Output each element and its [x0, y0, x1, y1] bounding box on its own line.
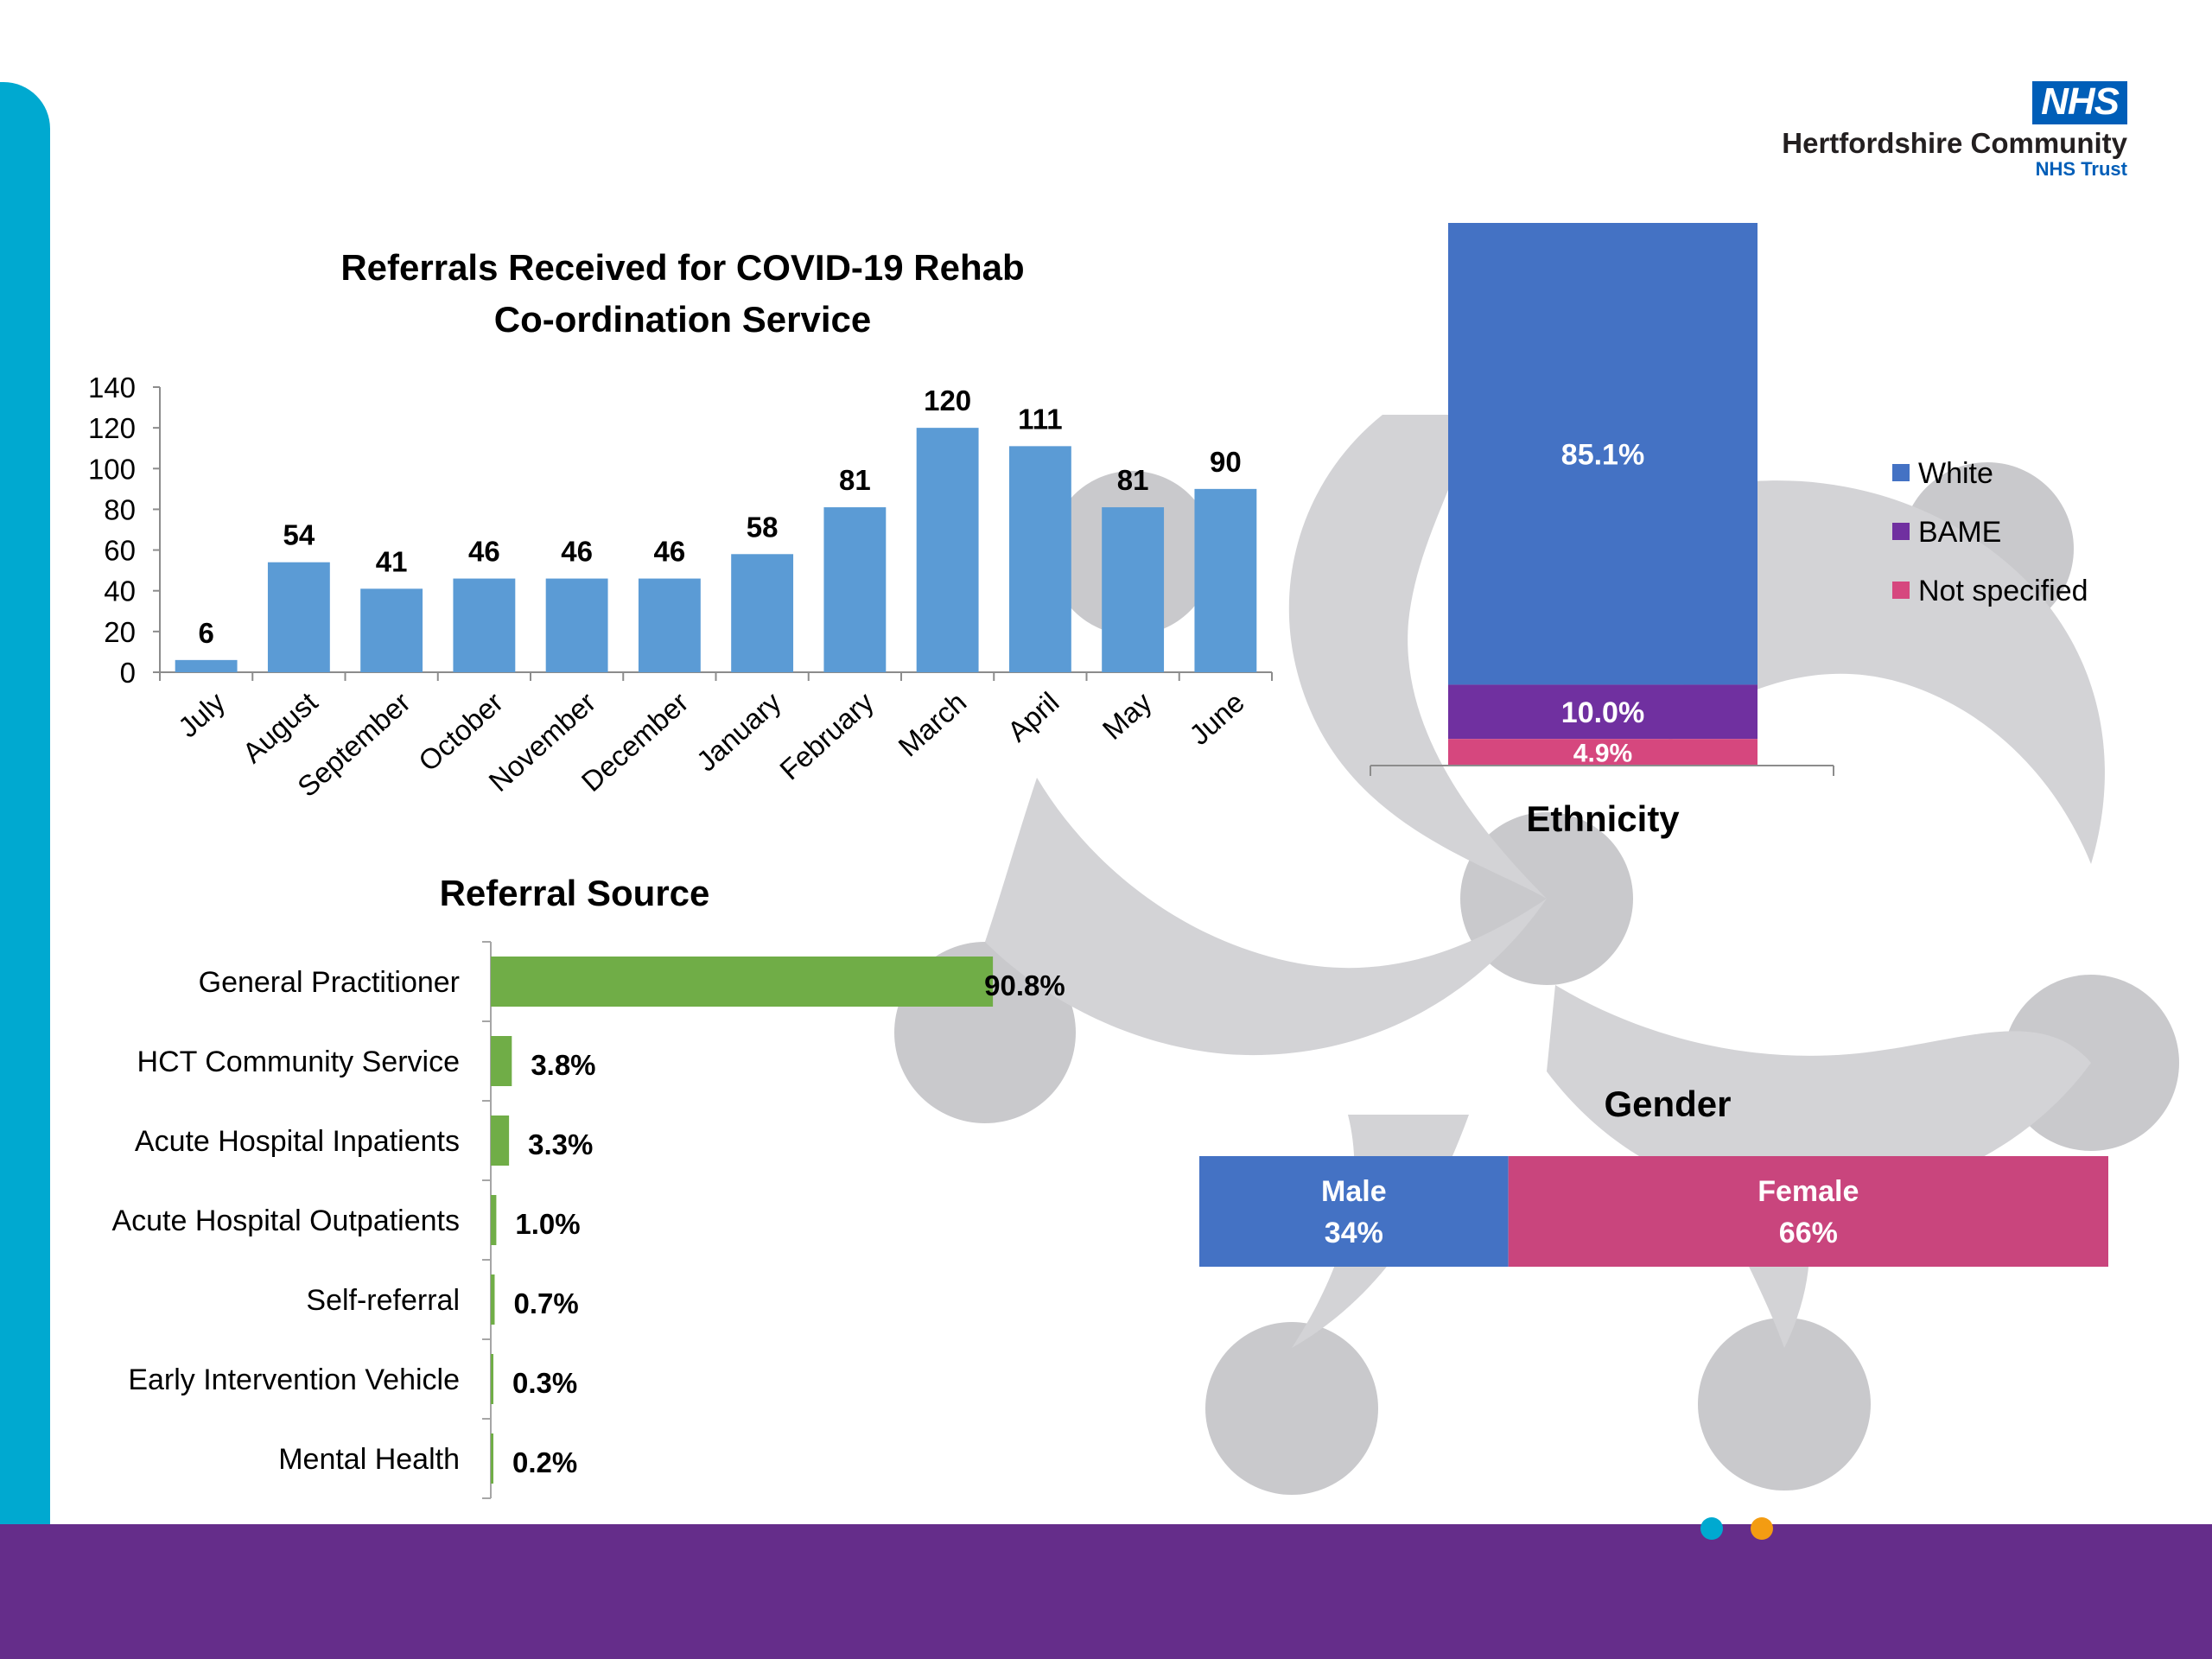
- footer-band: [0, 1524, 2212, 1659]
- motif-swoosh: [1288, 415, 1547, 899]
- decor-dot: [1700, 1517, 1723, 1540]
- referrals-title-line-2: Co-ordination Service: [493, 299, 872, 340]
- legend-label: Not specified: [1918, 575, 2088, 607]
- referrals-chart-title: Referrals Received for COVID-19 Rehab Co…: [251, 242, 1115, 346]
- motif-swoosh: [1547, 985, 2091, 1203]
- bar-december: [638, 578, 701, 672]
- accent-side-bar: [0, 82, 50, 1551]
- bar-october: [453, 578, 516, 672]
- nhs-logo-mark: NHS: [2032, 81, 2127, 124]
- motif-circle: [1205, 1322, 1378, 1495]
- category-label: Early Intervention Vehicle: [128, 1363, 460, 1396]
- data-label: 0.2%: [512, 1446, 577, 1478]
- category-label: General Practitioner: [199, 966, 460, 999]
- segment-not-specified: [1448, 739, 1758, 766]
- source-bar: [491, 1116, 510, 1166]
- data-label: 0.3%: [512, 1367, 577, 1399]
- y-tick-label: 60: [104, 535, 136, 567]
- data-label: 3.3%: [528, 1128, 593, 1160]
- y-tick-label: 80: [104, 493, 136, 525]
- category-label: HCT Community Service: [137, 1046, 460, 1078]
- segment-male: [1199, 1156, 1509, 1267]
- y-tick-label: 0: [120, 657, 136, 689]
- segment-name-label: Male: [1321, 1175, 1387, 1208]
- data-label: 10.0%: [1561, 696, 1644, 729]
- y-tick-label: 20: [104, 616, 136, 648]
- legend-swatch: [1892, 582, 1910, 599]
- referral-source-title: Referral Source: [439, 873, 710, 913]
- data-label: 4.9%: [1573, 739, 1632, 767]
- source-bar: [491, 957, 994, 1007]
- referrals-title-line-1: Referrals Received for COVID-19 Rehab: [340, 247, 1025, 288]
- category-label: Mental Health: [278, 1443, 460, 1476]
- segment-white: [1448, 223, 1758, 685]
- bar-february: [823, 507, 887, 672]
- data-label: 3.8%: [531, 1049, 595, 1081]
- y-tick-label: 140: [88, 372, 136, 404]
- legend-swatch: [1892, 523, 1910, 540]
- data-label: 46: [561, 536, 593, 568]
- bar-september: [360, 588, 423, 672]
- data-label: 120: [924, 385, 971, 416]
- bar-march: [916, 428, 979, 672]
- bar-july: [175, 659, 238, 672]
- y-tick-label: 120: [88, 412, 136, 444]
- legend-label: BAME: [1918, 516, 2001, 549]
- data-label: 90.8%: [984, 969, 1065, 1001]
- gender-title: Gender: [1604, 1084, 1732, 1124]
- data-label: 81: [1117, 464, 1149, 496]
- source-bar: [491, 1354, 493, 1404]
- bar-august: [267, 562, 330, 672]
- data-label: 90: [1210, 446, 1242, 478]
- y-tick-label: 40: [104, 575, 136, 607]
- trust-name: NHS Trust: [2035, 158, 2127, 180]
- decor-dot: [1751, 1517, 1773, 1540]
- category-label: Self-referral: [306, 1284, 460, 1317]
- data-label: 46: [468, 536, 500, 568]
- bar-april: [1008, 446, 1071, 672]
- segment-female: [1508, 1156, 2108, 1267]
- bar-january: [731, 554, 794, 672]
- source-bar: [491, 1274, 495, 1325]
- data-label: 58: [747, 511, 779, 543]
- bar-november: [545, 578, 608, 672]
- legend-label: White: [1918, 457, 1993, 490]
- segment-bame: [1448, 684, 1758, 740]
- source-bar: [491, 1195, 497, 1245]
- motif-circle: [1698, 1318, 1871, 1491]
- data-label: 1.0%: [515, 1208, 580, 1240]
- bar-june: [1194, 488, 1257, 672]
- category-label: Acute Hospital Outpatients: [111, 1205, 460, 1237]
- data-label: 6: [198, 617, 213, 649]
- data-label: 85.1%: [1561, 438, 1644, 471]
- motif-swoosh: [1668, 480, 2105, 864]
- data-label: 66%: [1779, 1217, 1838, 1249]
- data-label: 34%: [1325, 1217, 1383, 1249]
- y-tick-label: 100: [88, 453, 136, 485]
- data-label: 41: [376, 545, 408, 577]
- data-label: 81: [839, 464, 871, 496]
- data-label: 111: [1018, 403, 1062, 435]
- nhs-logo: NHS Hertfordshire Community NHS Trust: [1782, 81, 2127, 180]
- category-label: Acute Hospital Inpatients: [135, 1125, 460, 1158]
- source-bar: [491, 1433, 493, 1484]
- data-label: 0.7%: [513, 1287, 578, 1319]
- source-bar: [491, 1036, 512, 1086]
- organisation-name: Hertfordshire Community: [1782, 127, 2127, 159]
- ethnicity-title: Ethnicity: [1526, 798, 1680, 839]
- motif-swoosh: [985, 778, 1547, 1056]
- segment-name-label: Female: [1758, 1175, 1859, 1208]
- bar-may: [1102, 507, 1165, 672]
- data-label: 46: [654, 536, 686, 568]
- data-label: 54: [283, 519, 315, 551]
- legend-swatch: [1892, 464, 1910, 481]
